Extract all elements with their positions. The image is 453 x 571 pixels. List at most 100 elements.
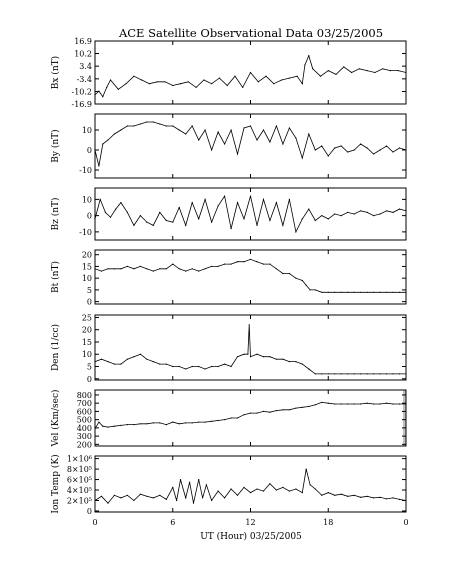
data-point [99, 198, 101, 200]
data-point [104, 211, 106, 213]
data-point [172, 84, 174, 87]
data-point [262, 356, 265, 358]
data-point [288, 361, 290, 363]
data-point [314, 373, 316, 375]
y-tick-label: 300 [77, 432, 92, 441]
data-point [113, 425, 115, 427]
data-point [360, 373, 362, 375]
data-point [218, 77, 220, 79]
data-point [256, 412, 258, 414]
y-tick-label: 0 [87, 298, 92, 307]
data-point [275, 489, 277, 491]
y-axis-label: By (nT) [50, 129, 61, 162]
chart-title: ACE Satellite Observational Data 03/25/2… [118, 26, 383, 40]
data-point [126, 424, 128, 426]
data-point [148, 83, 150, 85]
x-tick-label: 0 [403, 518, 408, 527]
y-tick-label: -3.4 [77, 75, 92, 84]
data-point [273, 83, 275, 85]
data-point [327, 155, 329, 157]
data-point [334, 291, 336, 293]
y-tick-label: 0 [87, 212, 92, 221]
data-point [347, 495, 349, 497]
data-point [321, 494, 323, 496]
data-point [397, 70, 399, 72]
data-point [249, 492, 252, 494]
data-point [340, 493, 342, 495]
data-point [146, 121, 148, 123]
data-point [126, 358, 128, 360]
data-point [288, 272, 290, 275]
data-point [211, 221, 213, 223]
data-point [179, 479, 182, 481]
data-point [405, 373, 407, 375]
y-tick-label: 25 [82, 313, 92, 322]
data-point [309, 289, 311, 291]
data-point [282, 224, 284, 226]
y-axis-label: Vel (Km/sec) [50, 389, 61, 447]
data-point [269, 141, 271, 143]
data-point [236, 261, 239, 263]
data-point [192, 502, 195, 504]
data-point [398, 291, 401, 293]
data-point [351, 71, 353, 74]
data-point [117, 88, 119, 90]
data-point [379, 496, 381, 498]
data-point [236, 494, 239, 496]
data-point [126, 494, 128, 496]
y-tick-label: -16.9 [71, 100, 92, 109]
y-tick-label: 2×10⁵ [67, 496, 92, 505]
y-tick-label: 10 [82, 350, 92, 359]
data-point [191, 268, 193, 270]
data-point [312, 68, 314, 70]
data-point [211, 420, 213, 422]
data-point [386, 402, 388, 404]
data-point [353, 373, 355, 375]
data-point [295, 277, 297, 279]
data-point [176, 499, 178, 502]
data-point [347, 151, 349, 153]
data-point [301, 492, 303, 494]
data-point [133, 499, 135, 502]
panel-frame [94, 389, 407, 447]
data-point [321, 145, 323, 147]
data-point [275, 202, 277, 204]
data-point [301, 406, 303, 408]
data-point [373, 403, 375, 405]
data-point [224, 263, 226, 265]
data-point [152, 361, 154, 363]
data-point [282, 272, 284, 275]
data-point [301, 157, 303, 159]
data-point [288, 198, 290, 200]
data-point [262, 263, 265, 265]
data-point [347, 373, 349, 375]
data-point [146, 358, 148, 360]
data-point [327, 492, 329, 494]
y-tick-label: 10 [82, 195, 92, 204]
data-point [360, 210, 362, 212]
data-point [340, 145, 342, 147]
data-point [243, 414, 245, 416]
data-point [204, 268, 206, 270]
y-tick-label: 5 [87, 286, 92, 295]
data-point [373, 497, 375, 499]
data-point [202, 497, 204, 499]
data-point [304, 64, 306, 66]
panel-1: Bx (nT) 16.9 10.2 3.4 -3.4 -10.2 -16.9 [50, 37, 407, 109]
data-point [288, 77, 290, 79]
data-point [230, 228, 232, 230]
data-point [211, 149, 213, 151]
data-point [334, 213, 336, 215]
y-tick-label: 0 [87, 146, 92, 155]
data-point [262, 410, 265, 412]
data-point [226, 84, 228, 87]
data-point [257, 81, 259, 83]
data-point [360, 143, 362, 145]
data-point [398, 147, 401, 149]
data-point [314, 404, 316, 406]
data-point [100, 358, 103, 360]
data-point [146, 221, 148, 223]
data-point [243, 218, 245, 220]
data-point [249, 195, 252, 197]
